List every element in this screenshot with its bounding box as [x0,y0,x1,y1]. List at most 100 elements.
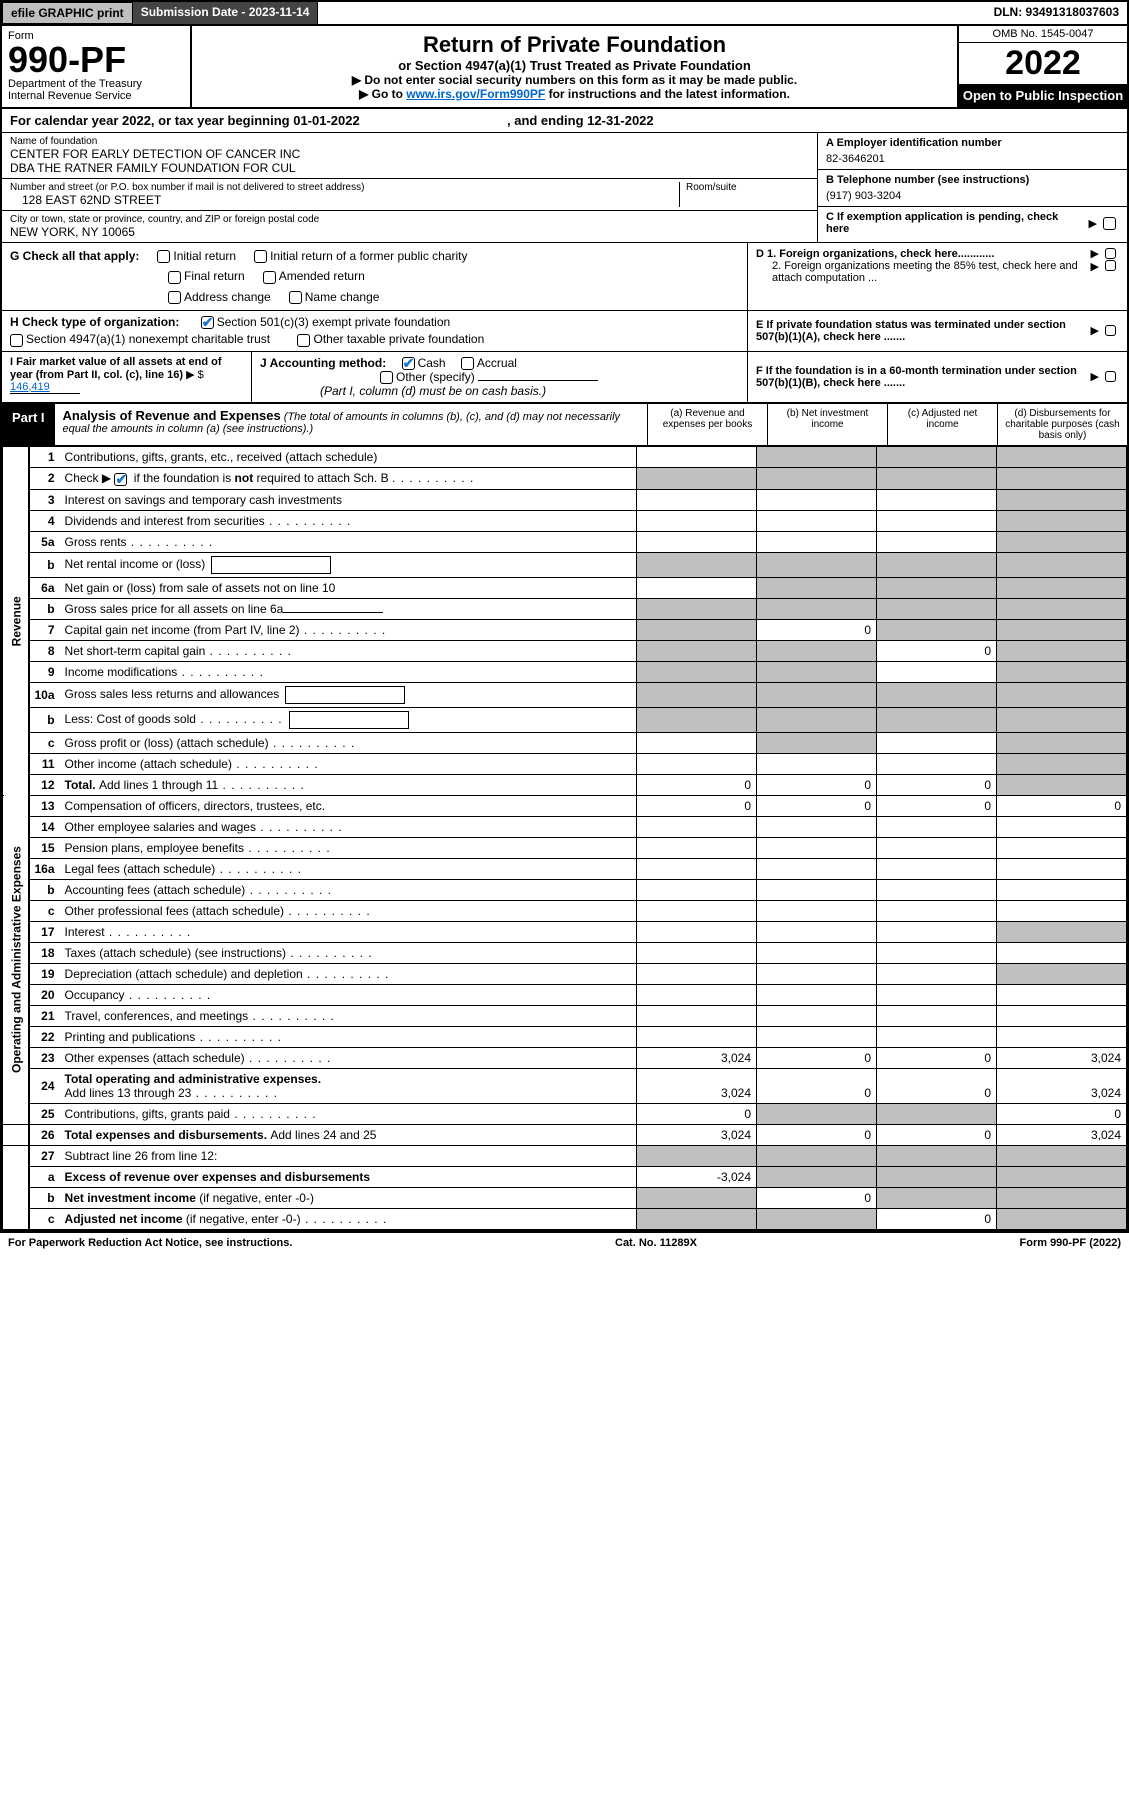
row-16a: 16aLegal fees (attach schedule) [3,858,1127,879]
h-o1: Section 501(c)(3) exempt private foundat… [217,315,450,329]
g-initial-former-checkbox[interactable] [254,250,267,263]
r13-b: 0 [757,795,877,816]
col-b-header: (b) Net investment income [767,404,887,445]
d2-label: 2. Foreign organizations meeting the 85%… [772,260,1085,284]
j-block: J Accounting method: Cash Accrual Other … [252,352,747,403]
row-17: 17Interest [3,921,1127,942]
r13-a: 0 [637,795,757,816]
row-11: 11Other income (attach schedule) [3,753,1127,774]
e-block: E If private foundation status was termi… [747,311,1127,351]
g-o1: Initial return [173,249,236,263]
h-other-taxable-checkbox[interactable] [297,334,310,347]
r27b-b: 0 [757,1187,877,1208]
c-row: C If exemption application is pending, c… [818,207,1127,239]
r16c-desc: Other professional fees (attach schedule… [65,904,284,918]
address-value: 128 EAST 62ND STREET [10,193,679,207]
d1-label: D 1. Foreign organizations, check here..… [756,248,1085,260]
foundation-name-1: CENTER FOR EARLY DETECTION OF CANCER INC [10,147,809,161]
r1-desc: Contributions, gifts, grants, etc., rece… [60,447,637,468]
r26b: Add lines 24 and 25 [270,1128,376,1142]
r8-c: 0 [877,640,997,661]
efile-print-button[interactable]: efile GRAPHIC print [2,2,133,24]
ein-value: 82-3646201 [826,149,1119,165]
row-27a: aExcess of revenue over expenses and dis… [3,1166,1127,1187]
r25-a: 0 [637,1103,757,1124]
r22-desc: Printing and publications [65,1030,196,1044]
omb-number: OMB No. 1545-0047 [959,26,1127,43]
r20-desc: Occupancy [65,988,125,1002]
h-501c3-checkbox[interactable] [201,316,214,329]
r10a-box [285,686,405,704]
d2-checkbox[interactable] [1105,260,1116,271]
arrow-icon: ▶ [1091,324,1099,337]
f-checkbox[interactable] [1105,371,1116,382]
arrow-icon: ▶ [1091,260,1099,273]
h-o2: Section 4947(a)(1) nonexempt charitable … [26,332,270,346]
arrow-icon: ▶ [1091,370,1099,383]
entity-left: Name of foundation CENTER FOR EARLY DETE… [2,133,817,242]
h-label: H Check type of organization: [10,315,179,329]
r27-desc: Subtract line 26 from line 12: [60,1145,637,1166]
r24-d: 3,024 [997,1068,1127,1103]
r26a: Total expenses and disbursements. [65,1128,271,1142]
row-24: 24Total operating and administrative exp… [3,1068,1127,1103]
r9-desc: Income modifications [65,665,178,679]
i-fmv-value[interactable]: 146,419 [10,381,80,394]
r26-d: 3,024 [997,1124,1127,1145]
row-23: 23Other expenses (attach schedule) 3,024… [3,1047,1127,1068]
j-o3: Other (specify) [396,370,475,384]
row-1: Revenue 1Contributions, gifts, grants, e… [3,447,1127,468]
c-checkbox[interactable] [1103,217,1116,230]
r2-checkbox[interactable] [114,473,127,486]
g-initial-return-checkbox[interactable] [157,250,170,263]
row-27: 27Subtract line 26 from line 12: [3,1145,1127,1166]
revenue-side-label: Revenue [3,447,29,795]
h-4947-checkbox[interactable] [10,334,23,347]
entity-right: A Employer identification number 82-3646… [817,133,1127,242]
r17-desc: Interest [65,925,105,939]
g-address-change-checkbox[interactable] [168,291,181,304]
row-10c: cGross profit or (loss) (attach schedule… [3,732,1127,753]
i-block: I Fair market value of all assets at end… [2,352,252,403]
form990pf-link[interactable]: www.irs.gov/Form990PF [406,87,545,101]
r5a-desc: Gross rents [65,535,127,549]
row-25: 25Contributions, gifts, grants paid 0 0 [3,1103,1127,1124]
tel-row: B Telephone number (see instructions) (9… [818,170,1127,207]
row-22: 22Printing and publications [3,1026,1127,1047]
d1-checkbox[interactable] [1105,248,1116,259]
row-8: 8Net short-term capital gain0 [3,640,1127,661]
dept-line-1: Department of the Treasury [8,78,184,90]
entity-block: Name of foundation CENTER FOR EARLY DETE… [2,133,1127,243]
calendar-year-row: For calendar year 2022, or tax year begi… [2,109,1127,133]
city-row: City or town, state or province, country… [2,211,817,242]
r24a: Total operating and administrative expen… [65,1072,322,1086]
row-6a: 6aNet gain or (loss) from sale of assets… [3,577,1127,598]
i-arrow: ▶ $ [186,369,204,381]
form-title: Return of Private Foundation [200,32,949,58]
r7-b: 0 [757,619,877,640]
h-line2: Section 4947(a)(1) nonexempt charitable … [10,329,739,346]
city-value: NEW YORK, NY 10065 [10,225,809,239]
g-name-change-checkbox[interactable] [289,291,302,304]
expenses-side-label: Operating and Administrative Expenses [3,795,29,1124]
e-checkbox[interactable] [1105,325,1116,336]
r24-c: 0 [877,1068,997,1103]
r7-desc: Capital gain net income (from Part IV, l… [65,623,300,637]
tel-label: B Telephone number (see instructions) [826,174,1119,186]
header-note-2: ▶ Go to www.irs.gov/Form990PF for instru… [200,87,949,101]
r25-d: 0 [997,1103,1127,1124]
topbar-spacer [318,2,985,24]
r2a: Check ▶ [65,471,112,485]
j-accrual-checkbox[interactable] [461,357,474,370]
r10b-box [289,711,409,729]
r23-desc: Other expenses (attach schedule) [65,1051,245,1065]
form-subtitle: or Section 4947(a)(1) Trust Treated as P… [200,58,949,73]
header-middle: Return of Private Foundation or Section … [192,26,957,107]
row-6b: bGross sales price for all assets on lin… [3,598,1127,619]
j-other-checkbox[interactable] [380,371,393,384]
r8-desc: Net short-term capital gain [65,644,206,658]
row-15: 15Pension plans, employee benefits [3,837,1127,858]
g-amended-checkbox[interactable] [263,271,276,284]
g-final-return-checkbox[interactable] [168,271,181,284]
j-cash-checkbox[interactable] [402,357,415,370]
